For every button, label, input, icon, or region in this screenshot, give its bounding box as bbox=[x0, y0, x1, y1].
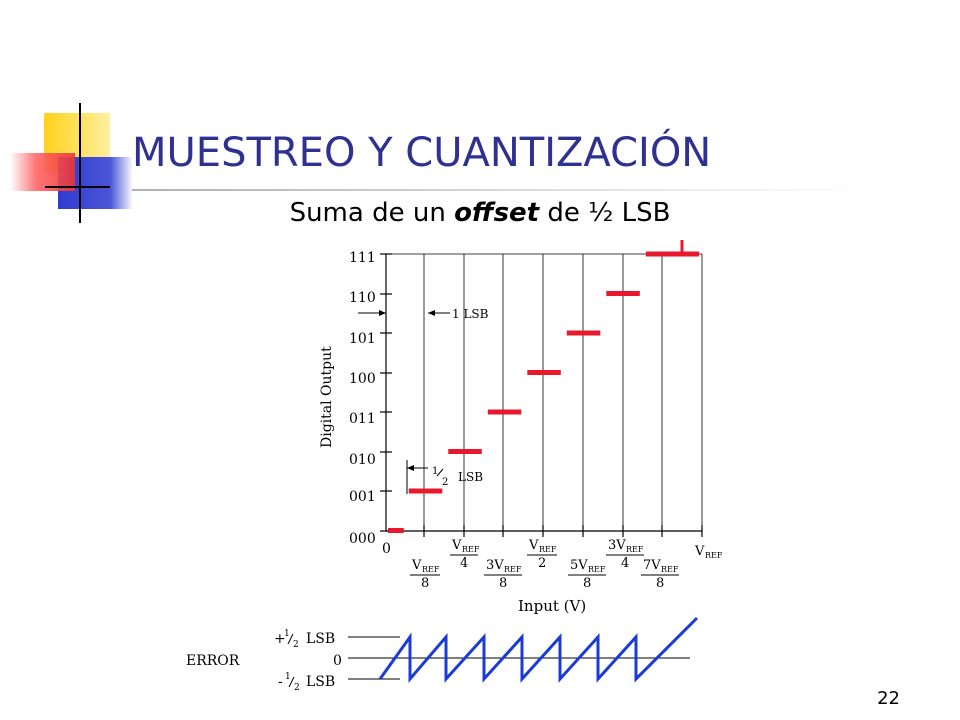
x-tick-label-vref: V REF bbox=[694, 544, 723, 560]
half-den: 2 bbox=[293, 640, 299, 650]
x-tick-sub: REF bbox=[539, 545, 557, 554]
one-lsb-label: 1 LSB bbox=[452, 307, 489, 321]
y-tick-label: 001 bbox=[349, 489, 376, 505]
x-tick-den: 2 bbox=[538, 556, 546, 571]
y-axis-label: Digital Output bbox=[319, 346, 335, 448]
x-tick-sub: REF bbox=[588, 565, 606, 574]
x-tick-label-5vref-8: 5V REF 8 bbox=[568, 558, 606, 591]
x-tick-sub: REF bbox=[462, 545, 480, 554]
error-label: ERROR bbox=[186, 653, 240, 669]
y-tick-label: 011 bbox=[349, 411, 376, 427]
error-top-label: + 1 2 LSB bbox=[274, 629, 335, 650]
unit: LSB bbox=[306, 631, 335, 647]
x-tick-label-vref-4: V REF 4 bbox=[450, 538, 480, 571]
page-title: MUESTREO Y CUANTIZACIÓN bbox=[132, 130, 712, 176]
step-mark-4 bbox=[527, 370, 561, 375]
x-tick-den: 8 bbox=[499, 576, 507, 591]
subtitle-suffix: de ½ LSB bbox=[539, 198, 671, 228]
x-tick-den: 8 bbox=[656, 576, 664, 591]
x-tick-num: V bbox=[694, 544, 705, 559]
step-marks bbox=[388, 251, 700, 533]
x-tick-num: V bbox=[411, 558, 422, 573]
half-lsb-unit: LSB bbox=[458, 470, 483, 484]
x-tick-sub: REF bbox=[705, 551, 723, 560]
sign: + bbox=[274, 631, 286, 647]
x-tick-sub: REF bbox=[504, 565, 522, 574]
y-tick-label: 010 bbox=[349, 452, 376, 468]
x-tick-den: 4 bbox=[460, 556, 468, 571]
error-plot: ERROR + 1 2 LSB 0 - 1 2 LSB bbox=[186, 616, 699, 693]
error-bottom-label: - 1 2 LSB bbox=[278, 672, 335, 693]
x-tick-label-vref-8: V REF 8 bbox=[410, 558, 440, 591]
half-lsb-num: 1 bbox=[432, 466, 438, 477]
x-tick-num: 3V bbox=[608, 538, 626, 553]
subtitle-emphasis: offset bbox=[454, 198, 540, 228]
subtitle-prefix: Suma de un bbox=[289, 198, 455, 228]
sign: - bbox=[278, 674, 283, 690]
page-number: 22 bbox=[877, 688, 900, 709]
step-mark-1 bbox=[408, 488, 443, 494]
unit: LSB bbox=[306, 674, 335, 690]
x-tick-den: 4 bbox=[621, 556, 629, 571]
x-tick-sub: REF bbox=[422, 565, 440, 574]
step-mark-6 bbox=[606, 291, 640, 296]
step-mark-7 bbox=[645, 251, 700, 257]
x-tick-num: 5V bbox=[570, 558, 588, 573]
y-tick-marks bbox=[380, 253, 392, 532]
x-tick-num: 3V bbox=[486, 558, 504, 573]
x-tick-num: V bbox=[451, 538, 462, 553]
y-tick-label: 000 bbox=[349, 531, 376, 547]
y-tick-label: 110 bbox=[349, 290, 376, 306]
step-mark-2 bbox=[448, 449, 482, 454]
step-mark-0 bbox=[388, 528, 404, 533]
x-tick-label-vref-2: V REF 2 bbox=[527, 538, 557, 571]
y-tick-label: 111 bbox=[349, 250, 376, 266]
half-den: 2 bbox=[294, 683, 300, 693]
x-tick-marks bbox=[423, 525, 703, 537]
x-tick-num: V bbox=[528, 538, 539, 553]
half-lsb-annotation: 1 2 LSB bbox=[406, 460, 483, 494]
step-mark-5 bbox=[566, 330, 601, 336]
x-tick-sub: REF bbox=[661, 565, 679, 574]
error-zero-label: 0 bbox=[333, 653, 342, 669]
step-mark-3 bbox=[487, 409, 522, 415]
y-tick-label: 101 bbox=[349, 331, 376, 347]
x-tick-label-0: 0 bbox=[382, 541, 391, 557]
x-tick-sub: REF bbox=[626, 545, 644, 554]
x-tick-den: 8 bbox=[421, 576, 429, 591]
half-num: 1 bbox=[284, 629, 290, 639]
logo bbox=[10, 103, 133, 223]
x-tick-label-7vref-8: 7V REF 8 bbox=[641, 558, 679, 591]
subtitle: Suma de un offset de ½ LSB bbox=[0, 198, 960, 228]
error-sawtooth bbox=[378, 616, 699, 684]
half-num: 1 bbox=[285, 672, 291, 682]
x-tick-num: 7V bbox=[643, 558, 661, 573]
x-tick-den: 8 bbox=[583, 576, 591, 591]
x-tick-label-3vref-8: 3V REF 8 bbox=[484, 558, 522, 591]
x-tick-label-3vref-4: 3V REF 4 bbox=[606, 538, 644, 571]
one-lsb-annotation: 1 LSB bbox=[358, 307, 489, 321]
y-tick-label: 100 bbox=[349, 371, 376, 387]
half-lsb-den: 2 bbox=[442, 477, 448, 488]
x-axis-label: Input (V) bbox=[518, 597, 586, 615]
title-divider bbox=[132, 189, 872, 191]
